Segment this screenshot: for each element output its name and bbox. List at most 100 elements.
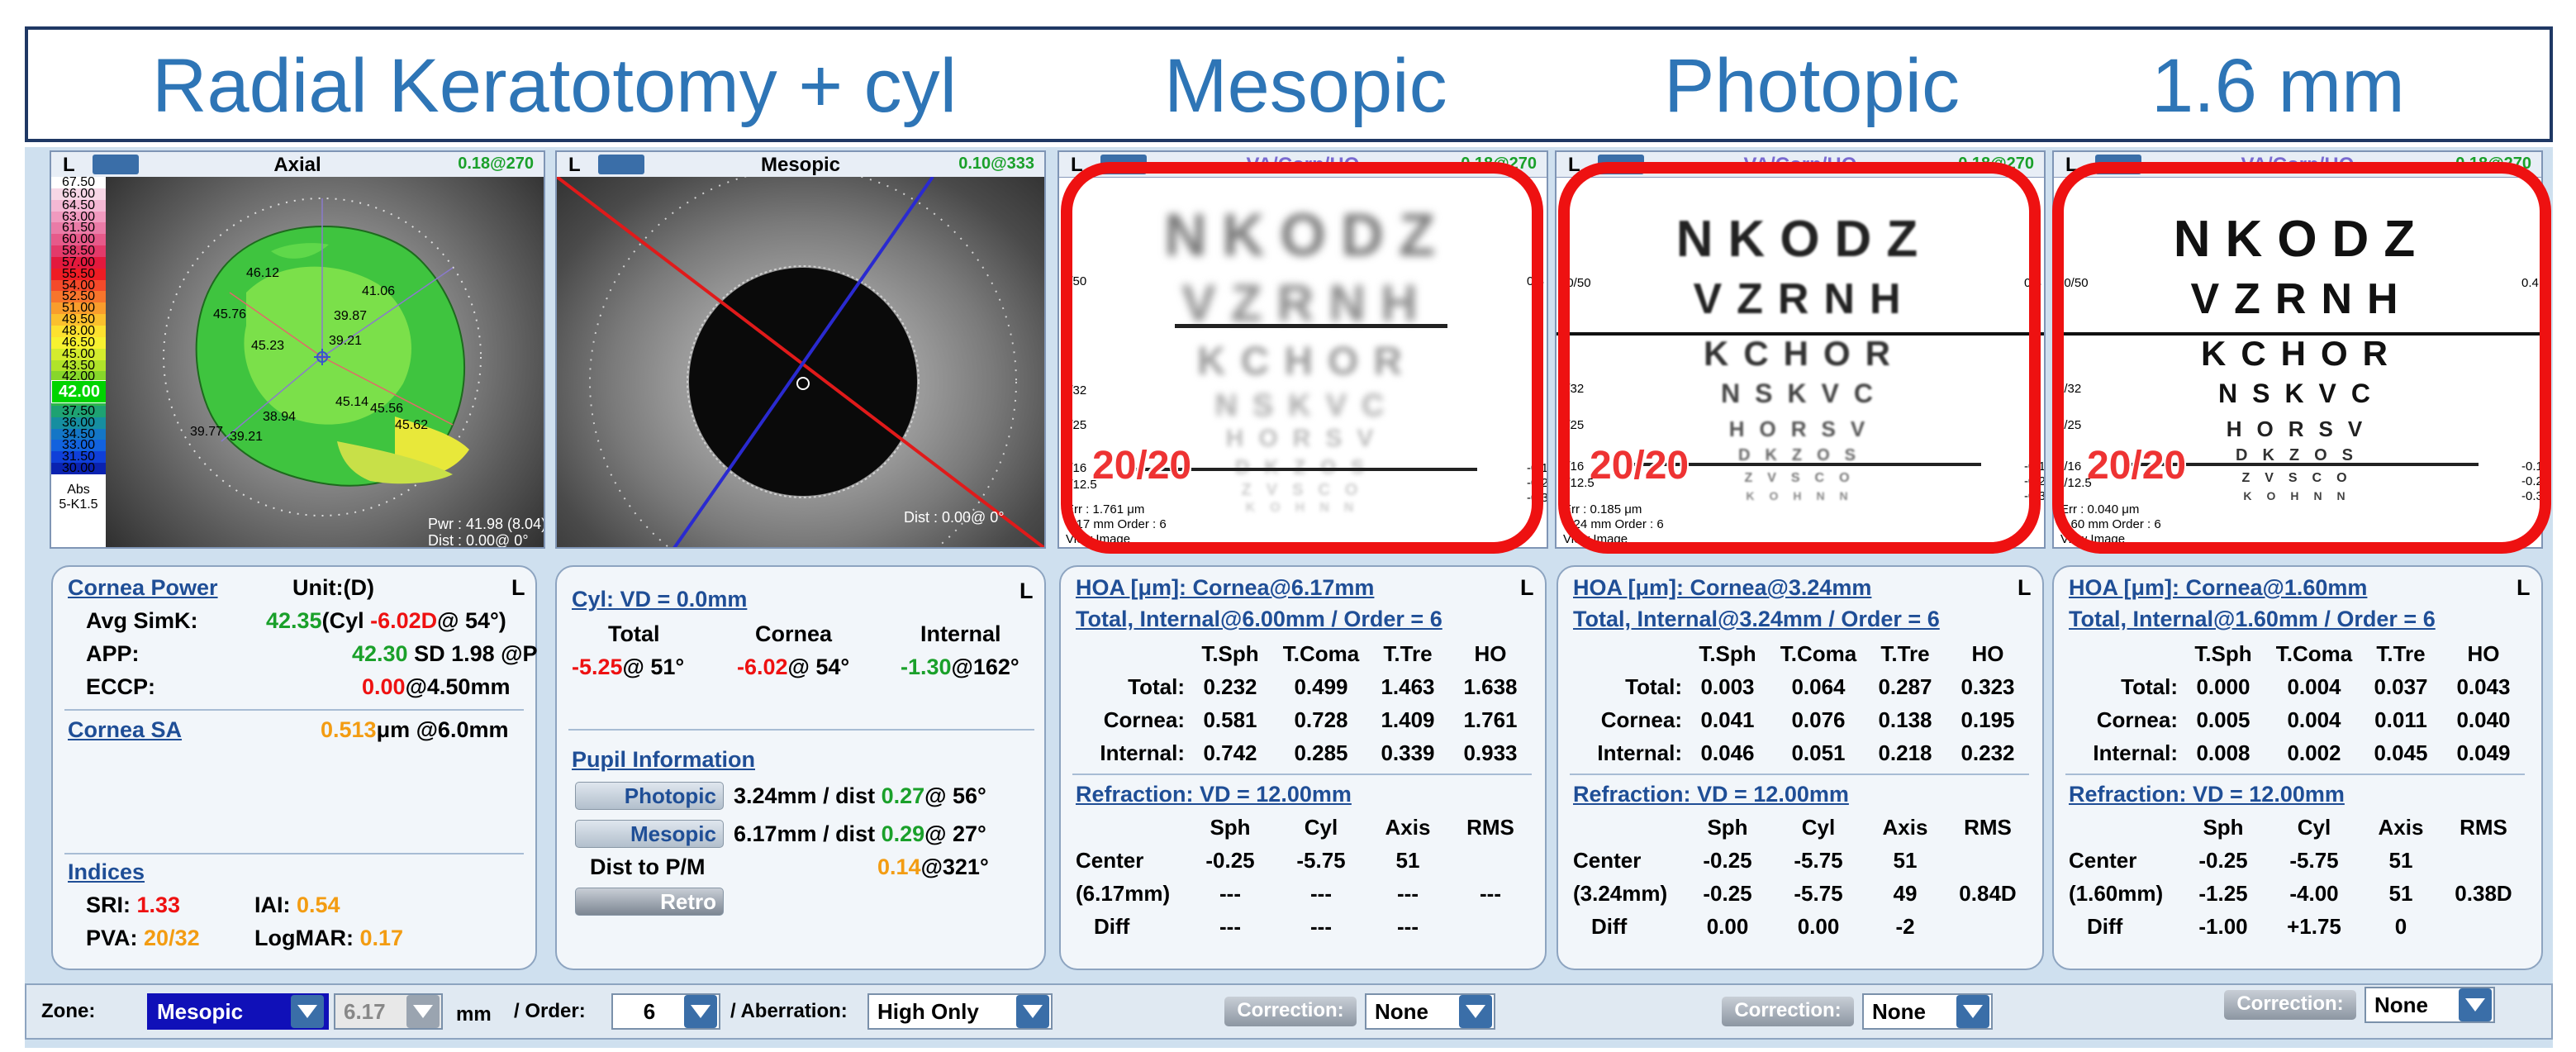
va-divider xyxy=(1557,332,2044,336)
cyl-internal: -1.30@162° xyxy=(901,655,1019,679)
chevron-down-icon[interactable] xyxy=(2459,988,2492,1021)
map-point: 45.56 xyxy=(370,402,404,416)
divider xyxy=(2065,774,2525,775)
hoa-cell: 0.581 xyxy=(1203,707,1257,732)
hoa-cell: 0.040 xyxy=(2456,707,2511,732)
chevron-down-icon[interactable] xyxy=(684,995,717,1028)
hoa-header: T.Coma xyxy=(1282,641,1360,666)
wrench-icon[interactable] xyxy=(598,155,644,174)
chevron-down-icon[interactable] xyxy=(1016,995,1049,1028)
va-chart-panel-mesopic[interactable]: L VA/Corn/HO 0.18@270 NKODZ VZRNH KCHOR … xyxy=(1057,150,1548,549)
va-divider xyxy=(1175,324,1447,328)
chevron-down-icon[interactable] xyxy=(1459,995,1492,1028)
hoa-card-mesopic: HOA [μm]: Cornea@6.17mm L Total, Interna… xyxy=(1059,565,1547,970)
va-line: KOHNN xyxy=(1746,489,1863,502)
ref-header: RMS xyxy=(2460,815,2507,840)
map-point: 45.76 xyxy=(213,307,247,321)
hoa-subtitle: Total, Internal@6.00mm / Order = 6 xyxy=(1076,607,1442,631)
ref-cell: 0.84D xyxy=(1959,881,2017,906)
color-scale-current: 42.00 xyxy=(51,380,107,403)
retro-button[interactable]: Retro xyxy=(575,888,724,916)
mesopic-axis-value: 0.10@333 xyxy=(958,155,1034,173)
map-point: 38.94 xyxy=(263,410,297,424)
va-line: NKODZ xyxy=(1164,202,1450,269)
va-chart-panel-photopic[interactable]: L VA/Corn/HO 0.18@270 NKODZ VZRNH KCHOR … xyxy=(1555,150,2046,549)
ref-cell: -5.75 xyxy=(1794,881,1843,906)
correction-button[interactable]: Correction: xyxy=(1224,997,1357,1026)
chevron-down-icon[interactable] xyxy=(406,995,440,1028)
ref-cell: -5.75 xyxy=(1794,848,1843,873)
map-point: 45.23 xyxy=(251,339,285,353)
hoa-cell: 0.232 xyxy=(1203,674,1257,699)
correction-button[interactable]: Correction: xyxy=(2224,990,2356,1020)
ref-cell: 0.38D xyxy=(2455,881,2512,906)
cornea-power-title: Cornea Power xyxy=(68,575,218,600)
hoa-cell: 0.499 xyxy=(1294,674,1348,699)
banner-title-main: Radial Keratotomy + cyl xyxy=(152,44,958,128)
map-point: 39.21 xyxy=(329,334,363,348)
color-scale-value: 63.00 xyxy=(51,210,106,223)
hoa-row-label: Internal: xyxy=(2093,740,2178,765)
va-scale-right: 0.4 xyxy=(2521,276,2539,290)
mesopic-button[interactable]: Mesopic xyxy=(575,820,724,848)
va-line: KCHOR xyxy=(1197,340,1417,383)
hoa-cell: 0.339 xyxy=(1381,740,1435,765)
va-divider xyxy=(1634,463,1981,466)
divider xyxy=(1072,774,1532,775)
chevron-down-icon[interactable] xyxy=(291,995,324,1028)
highlight-frame xyxy=(1061,162,1543,554)
va-line: HORSV xyxy=(2226,417,2378,441)
ref-row-label: (3.24mm) xyxy=(1573,881,1668,906)
eye-label: L xyxy=(2018,575,2032,600)
wrench-icon[interactable] xyxy=(93,155,139,174)
hoa-cell: 0.000 xyxy=(2196,674,2250,699)
va-divider xyxy=(2132,463,2479,466)
cornea-sa-title: Cornea SA xyxy=(68,717,183,742)
banner-title-16mm: 1.6 mm xyxy=(2151,44,2405,128)
hoa-header: T.Coma xyxy=(2275,641,2353,666)
map-point: 45.62 xyxy=(395,418,429,432)
hoa-row-label: Cornea: xyxy=(1600,707,1682,732)
axial-map-panel[interactable]: L Axial 0.18@270 67.50 66.00 64.50 63.00 61.… xyxy=(50,150,545,549)
va-scale-left: 20/50 xyxy=(2057,276,2089,290)
ref-cell: 51 xyxy=(2388,848,2413,873)
va-line: KOHNN xyxy=(2243,489,2360,502)
eye-label: L xyxy=(1568,154,1580,176)
ref-cell: -0.25 xyxy=(1703,881,1752,906)
hoa-cell: 1.638 xyxy=(1463,674,1518,699)
ref-cell: 0.00 xyxy=(1706,914,1749,939)
hoa-cell: 0.287 xyxy=(1878,674,1932,699)
ref-header: Sph xyxy=(1210,815,1251,840)
order-label: / Order: xyxy=(514,1000,586,1022)
app-label: APP: xyxy=(86,641,140,666)
hoa-row-label: Internal: xyxy=(1100,740,1185,765)
va-line: NKODZ xyxy=(2173,211,2431,268)
color-scale-value: 58.50 xyxy=(51,245,106,257)
banner-title-photopic: Photopic xyxy=(1664,44,1961,128)
ref-header: Cyl xyxy=(1304,815,1338,840)
correction-button[interactable]: Correction: xyxy=(1722,997,1854,1026)
cyl-total: -5.25@ 51° xyxy=(572,655,685,679)
chevron-down-icon[interactable] xyxy=(1956,995,1989,1028)
color-scale-value: 54.00 xyxy=(51,278,106,292)
cyl-title: Cyl: VD = 0.0mm xyxy=(572,587,748,612)
photopic-button[interactable]: Photopic xyxy=(575,782,724,810)
va-scale-right: -0.1 xyxy=(2521,459,2543,474)
va-divider xyxy=(2054,332,2541,336)
ref-cell: -4.00 xyxy=(2289,881,2339,906)
color-scale-value: 36.00 xyxy=(51,416,106,429)
ref-cell: 51 xyxy=(1395,848,1420,873)
map-point: 46.12 xyxy=(246,266,280,280)
bottom-toolbar: Zone: Mesopic 6.17 mm / Order: 6 / Aberr… xyxy=(25,983,2553,1040)
hoa-cell: 0.064 xyxy=(1791,674,1846,699)
eye-label: L xyxy=(2517,575,2531,600)
ref-header: Axis xyxy=(1385,815,1431,840)
mesopic-pupil-panel[interactable]: L Mesopic 0.10@333 Dist : 0.00@ 0° xyxy=(555,150,1046,549)
ref-header: RMS xyxy=(1466,815,1514,840)
ref-row-label: Diff xyxy=(2087,914,2123,939)
ref-cell: 49 xyxy=(1893,881,1918,906)
hoa-cell: 1.463 xyxy=(1381,674,1435,699)
color-scale-value: 55.50 xyxy=(51,267,106,280)
color-scale-value: 61.50 xyxy=(51,221,106,235)
color-scale-value: 57.00 xyxy=(51,256,106,269)
